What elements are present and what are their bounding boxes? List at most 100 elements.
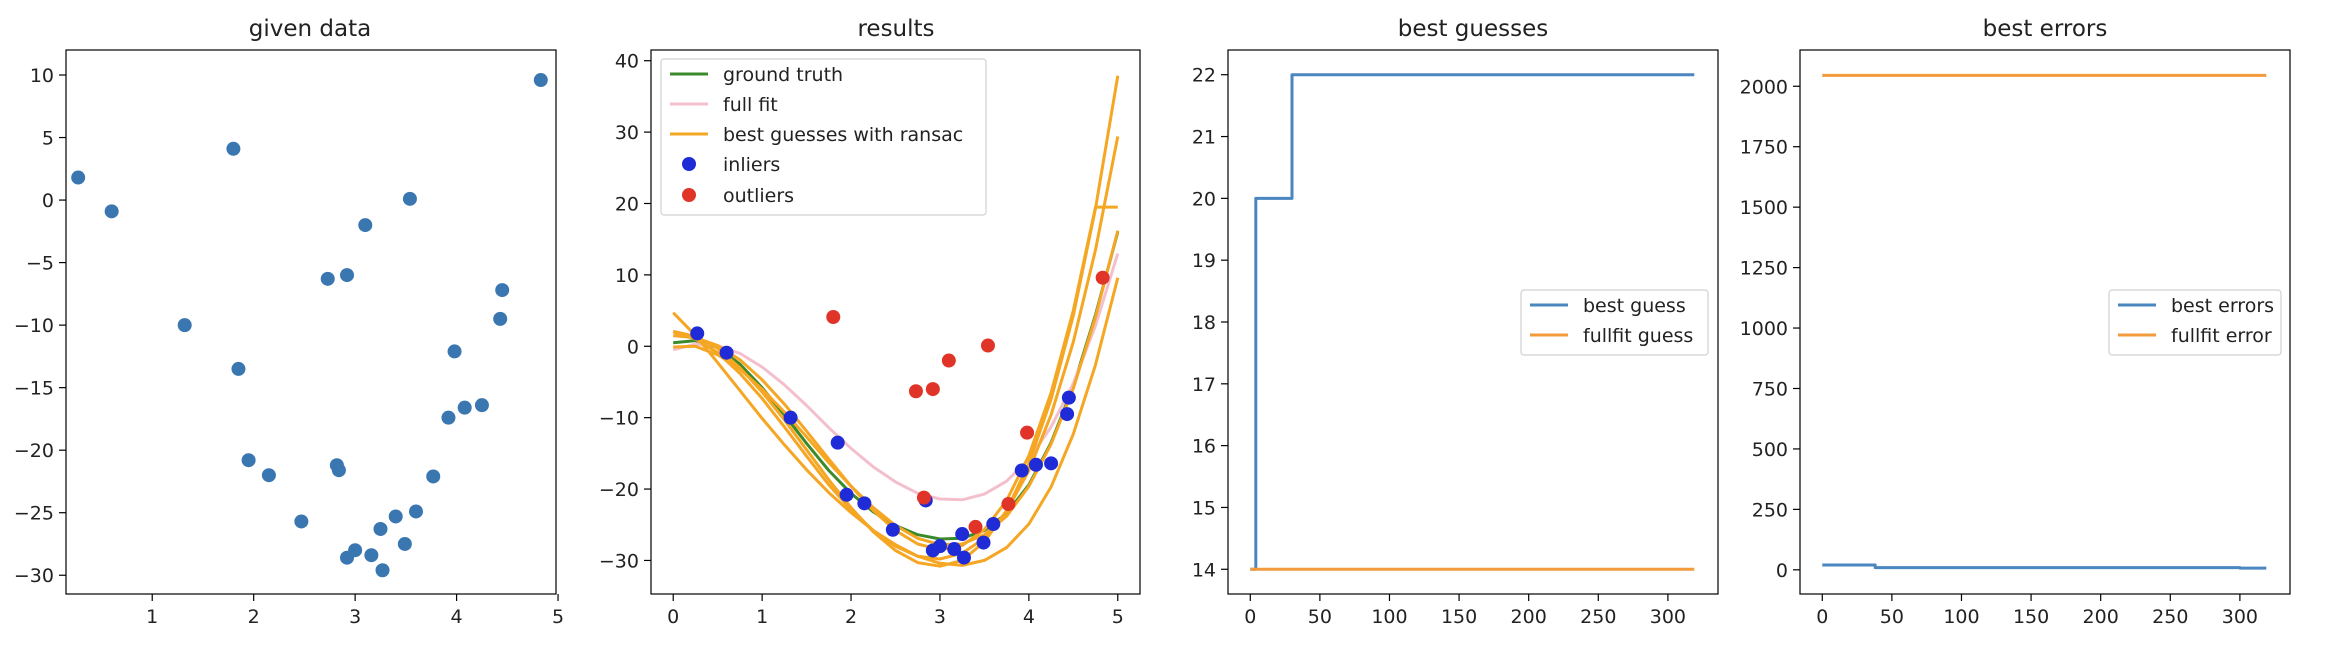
data-point — [340, 268, 355, 283]
x-tick-label: 0 — [1244, 606, 1256, 628]
y-tick-label: 0 — [627, 336, 639, 358]
inlier-point — [947, 542, 962, 557]
y-tick-label: 14 — [1192, 559, 1216, 581]
data-point — [226, 141, 241, 156]
inlier-point — [719, 345, 734, 360]
legend-best-errors: best errors — [2171, 295, 2274, 317]
y-tick-label: 0 — [1776, 560, 1788, 582]
ransac-guess-line — [672, 136, 1120, 561]
x-tick-label: 150 — [1441, 606, 1477, 628]
results-plot: 0 1 2 3 4 5 40 30 20 10 0 −10 −20 −30 — [599, 51, 1124, 628]
panel-results: results 0 1 2 3 4 5 40 30 20 10 0 −10 −20 −30 ground … — [599, 16, 1141, 628]
data-point — [241, 453, 256, 468]
inlier-point — [1014, 463, 1029, 478]
data-point — [231, 361, 246, 376]
title-given-data: given data — [249, 16, 371, 42]
y-tick-label: −30 — [14, 565, 54, 587]
data-point — [364, 548, 379, 563]
legend-fullfit-error: fullfit error — [2171, 325, 2272, 347]
x-tick-label: 50 — [1308, 606, 1332, 628]
legend-ground-truth: ground truth — [723, 64, 843, 86]
legend-inliers-marker — [682, 157, 696, 171]
results-legend-box — [660, 58, 987, 216]
y-tick-label: 20 — [615, 193, 639, 215]
y-tick-label: −10 — [14, 315, 54, 337]
y-tick-label: 15 — [1192, 497, 1216, 519]
inlier-point — [690, 326, 705, 341]
title-best-guesses: best guesses — [1398, 16, 1549, 42]
x-tick-label: 4 — [451, 606, 463, 628]
outlier-point — [1095, 270, 1110, 285]
panel-best-errors: best errors 0 50 100 150 200 250 300 2000 1750 15… — [1740, 16, 2291, 628]
data-point — [358, 218, 373, 233]
inlier-point — [976, 535, 991, 550]
results-legend: ground truth full fit best guesses with … — [660, 58, 987, 216]
data-point — [474, 398, 489, 413]
best-guesses-plot: 0 50 100 150 200 250 300 22 21 20 19 18 17 16 15 14 — [1192, 65, 1695, 628]
outlier-point — [925, 382, 940, 397]
x-tick-label: 100 — [1371, 606, 1407, 628]
y-tick-label: 500 — [1752, 439, 1788, 461]
y-tick-label: −15 — [14, 378, 54, 400]
data-point — [409, 504, 423, 519]
ground-truth-line — [673, 231, 1120, 541]
outlier-point — [968, 519, 983, 534]
x-tick-label: 200 — [1511, 606, 1547, 628]
inlier-point — [986, 517, 1001, 532]
y-tick-label: 30 — [615, 122, 639, 144]
results-frame — [650, 49, 1141, 595]
title-results: results — [857, 16, 934, 42]
legend-inliers: inliers — [723, 154, 780, 176]
data-point — [426, 469, 441, 484]
x-tick-label: 1 — [146, 606, 158, 628]
data-point — [320, 271, 335, 286]
data-point — [457, 400, 472, 415]
inlier-point — [1028, 457, 1043, 472]
y-tick-label: 17 — [1192, 374, 1216, 396]
y-tick-label: 19 — [1192, 250, 1216, 272]
legend-full-fit: full fit — [723, 94, 778, 116]
inlier-point — [783, 410, 798, 425]
y-tick-label: 40 — [615, 51, 639, 73]
plot-area — [672, 75, 1120, 568]
x-tick-label: 100 — [1943, 606, 1979, 628]
x-tick-label: 2 — [845, 606, 857, 628]
panel-best-guesses: best guesses 0 50 100 150 200 250 300 22 21 20 19 1… — [1192, 16, 1719, 628]
x-tick-label: 1 — [756, 606, 768, 628]
x-tick-label: 50 — [1880, 606, 1904, 628]
given-data-frame — [65, 49, 557, 595]
y-tick-label: 10 — [615, 265, 639, 287]
data-point — [348, 543, 363, 558]
plot-area — [71, 73, 548, 578]
y-tick-label: 5 — [42, 128, 54, 150]
x-tick-label: 250 — [1580, 606, 1616, 628]
y-tick-label: 16 — [1192, 436, 1216, 458]
y-tick-label: 10 — [30, 65, 54, 87]
y-tick-label: 18 — [1192, 312, 1216, 334]
data-point — [331, 463, 346, 478]
data-point — [261, 468, 276, 483]
data-point — [294, 514, 309, 529]
legend-outliers: outliers — [723, 185, 794, 207]
best-guesses-with-ransac-line — [672, 277, 1120, 567]
x-tick-label: 200 — [2083, 606, 2119, 628]
best-errors-legend: best errors fullfit error — [2108, 289, 2282, 356]
data-point — [71, 170, 86, 185]
x-tick-label: 3 — [349, 606, 361, 628]
outlier-point — [826, 310, 841, 325]
inlier-point — [932, 539, 947, 554]
plot-area — [1822, 73, 2267, 570]
x-tick-label: 3 — [934, 606, 946, 628]
inlier-point — [857, 496, 872, 511]
y-tick-label: 1250 — [1740, 258, 1788, 280]
y-tick-label: 1750 — [1740, 137, 1788, 159]
inlier-point — [885, 522, 900, 537]
given-data-plot: 1 2 3 4 5 10 5 0 −5 −10 −15 −20 −25 −30 — [14, 65, 564, 628]
data-point — [375, 563, 390, 578]
y-tick-label: 250 — [1752, 499, 1788, 521]
y-tick-label: 1500 — [1740, 197, 1788, 219]
title-best-errors: best errors — [1983, 16, 2108, 42]
x-tick-label: 300 — [2222, 606, 2258, 628]
best-errors-frame — [1799, 49, 2291, 595]
